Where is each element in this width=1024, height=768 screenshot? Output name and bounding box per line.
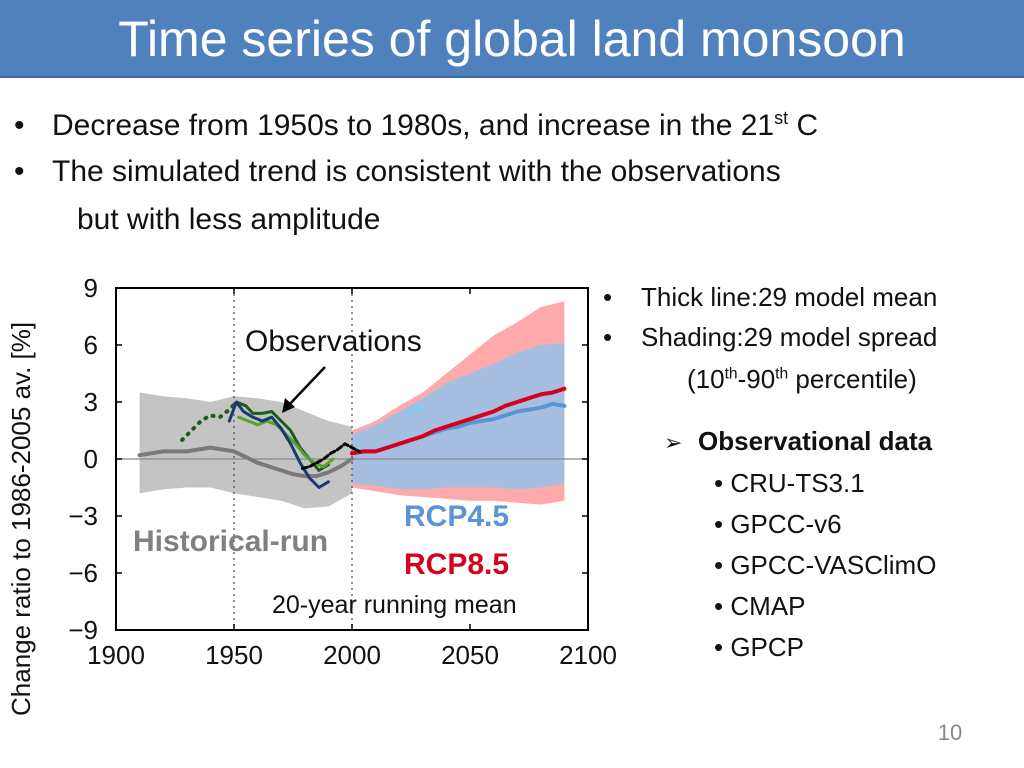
bullet-dot-icon: • [603,322,613,352]
arrow-bullet-icon: ➢ [664,430,683,455]
obs-item-label: GPCP [730,632,805,662]
y-tick-label: −9 [68,615,98,645]
page-number: 10 [937,720,963,745]
note-value: 29 model spread [743,322,938,352]
obs-navy-line [227,400,330,489]
bullet-dot-icon: • [603,282,613,312]
bullet-text: Decrease from 1950s to 1980s, and increa… [52,109,775,142]
slide-title: Time series of global land monsoon [118,11,906,67]
percentile-sup: th [775,365,789,383]
note-label: Thick line [641,282,751,312]
percentile-part: (10 [687,364,725,394]
observations-arrowhead-icon [282,398,295,413]
x-tick-label: 2000 [323,640,381,670]
bullet-text: The simulated trend is consistent with t… [52,155,781,188]
y-tick-label: 3 [84,387,98,417]
rcp85-mean-line [350,386,567,456]
obs-item-label: CRU-TS3.1 [730,468,865,498]
y-tick-label: 0 [84,444,98,474]
historical-spread-band [139,392,352,509]
historical-mean-line [137,445,354,479]
observations-annotation: Observations [245,325,422,358]
obs-header: Observational data [698,426,933,456]
obs-cyan-line [407,404,425,417]
x-tick-label: 1900 [87,640,145,670]
note-percentile: (10th-90th percentile) [687,360,917,398]
note-shading: • Shading:29 model spread [603,322,938,352]
percentile-part: -90 [737,364,776,394]
obs-item: • CRU-TS3.1 [714,468,865,498]
bullet-dot-icon: • [14,155,25,188]
bullet-tail: C [788,109,819,142]
obs-header-row: ➢ Observational data [664,422,932,462]
y-tick-label: −6 [68,558,98,588]
obs-item: • GPCC-VASClimO [714,550,937,580]
obs-item: • CMAP [714,591,806,621]
x-tick-label: 1950 [205,640,263,670]
y-tick-label: 6 [84,330,98,360]
y-tick-label: −3 [68,501,98,531]
x-tick-label: 2050 [441,640,499,670]
percentile-part: percentile) [788,364,917,394]
obs-item-label: GPCC-VASClimO [730,550,937,580]
rcp85-label: RCP8.5 [404,548,509,581]
obs-item: • GPCC-v6 [714,509,842,539]
note-label: Shading [641,322,737,352]
observations-arrow-icon [286,366,326,408]
obs-item-label: GPCC-v6 [730,509,842,539]
historical-run-label: Historical-run [133,525,328,558]
x-tick-label: 2100 [559,640,617,670]
rcp45-spread-band [352,343,565,490]
obs-item-label: CMAP [730,591,806,621]
bullet-sup: st [774,108,789,128]
obs-item: • GPCP [714,632,805,662]
bullet-dot-icon: • [14,109,25,142]
running-mean-label: 20-year running mean [272,591,517,619]
rcp45-label: RCP4.5 [404,500,509,533]
obs-black-line [300,442,361,470]
percentile-sup: th [724,365,738,383]
bullet-continuation: but with less amplitude [77,203,381,236]
note-thick-line: • Thick line:29 model mean [603,282,938,312]
y-tick-label: 9 [84,273,98,303]
title-bar: Time series of global land monsoon [0,0,1024,78]
note-value: 29 model mean [758,282,938,312]
